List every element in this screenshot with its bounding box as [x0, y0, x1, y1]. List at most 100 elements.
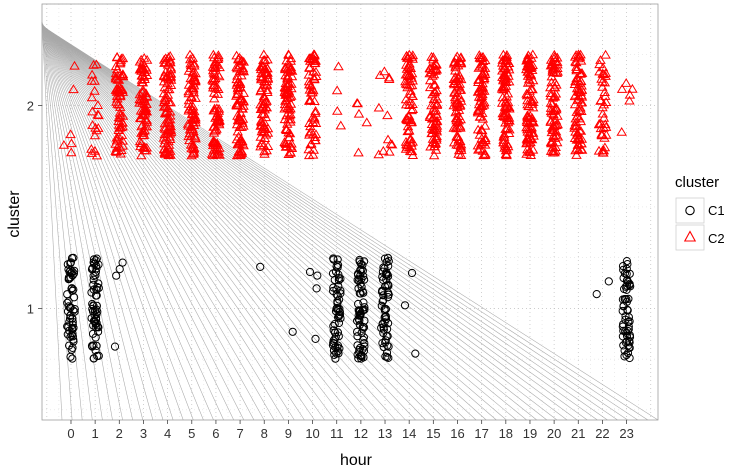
point-c2: [304, 79, 315, 89]
point-c2: [232, 110, 243, 120]
point-c2: [92, 100, 104, 109]
point-c2: [401, 63, 413, 73]
point-c1: [94, 279, 103, 288]
point-c2: [551, 137, 563, 147]
point-c2: [232, 81, 244, 91]
point-c2: [597, 82, 608, 91]
point-c2: [575, 75, 587, 85]
point-c2: [504, 64, 515, 74]
point-c2: [402, 121, 414, 131]
point-c2: [162, 114, 173, 124]
point-c1: [89, 341, 98, 350]
point-c2: [546, 122, 558, 132]
point-c1: [356, 266, 365, 275]
point-c1: [92, 341, 101, 350]
point-c2: [111, 64, 123, 74]
point-c2: [307, 149, 319, 159]
point-c2: [429, 125, 440, 134]
point-c2: [209, 93, 220, 103]
point-c2: [521, 55, 532, 65]
point-c2: [161, 92, 173, 102]
point-c1: [63, 322, 72, 331]
point-c2: [600, 49, 611, 59]
point-c2: [140, 62, 152, 72]
point-c1: [623, 281, 632, 290]
point-c1: [355, 320, 364, 329]
point-c1: [329, 326, 338, 335]
point-c2: [405, 70, 417, 80]
point-c2: [259, 117, 270, 127]
point-c2: [405, 85, 416, 95]
point-c2: [161, 106, 173, 115]
point-c1: [311, 334, 320, 343]
point-c2: [255, 104, 267, 113]
point-c2: [596, 128, 607, 138]
y-tick-label: 1: [27, 301, 34, 316]
point-c2: [262, 123, 274, 133]
point-c2: [401, 113, 412, 123]
point-c2: [382, 134, 394, 144]
point-c2: [500, 55, 511, 65]
x-tick-label: 8: [261, 426, 268, 441]
point-c2: [545, 146, 557, 155]
legend-title: cluster: [675, 174, 719, 191]
fan-line: [41, 25, 649, 421]
point-c1: [354, 315, 363, 324]
fan-line: [41, 23, 376, 421]
point-c2: [117, 53, 129, 63]
point-c2: [480, 133, 491, 142]
point-c2: [189, 58, 200, 68]
point-c2: [425, 63, 436, 73]
point-c2: [303, 69, 315, 79]
point-c2: [285, 55, 296, 65]
point-c2: [573, 49, 584, 59]
point-c2: [237, 118, 248, 127]
point-c2: [597, 108, 609, 118]
point-c1: [407, 268, 417, 278]
point-c1: [353, 276, 362, 285]
point-c2: [475, 88, 487, 97]
point-c2: [86, 92, 98, 102]
fan-line: [41, 22, 133, 421]
point-c1: [382, 352, 391, 362]
point-c2: [526, 96, 537, 105]
point-c1: [359, 333, 368, 342]
x-tick-label: 16: [450, 426, 464, 441]
point-c2: [406, 72, 417, 82]
point-c2: [352, 98, 363, 108]
fan-line: [41, 24, 447, 421]
point-c2: [110, 85, 122, 94]
point-c1: [359, 298, 368, 307]
point-c2: [89, 145, 101, 155]
point-c2: [280, 95, 291, 105]
point-c2: [523, 146, 535, 156]
point-c2: [383, 72, 395, 82]
point-c2: [548, 92, 559, 101]
point-c1: [328, 341, 338, 350]
point-c2: [571, 121, 582, 131]
point-c2: [522, 124, 533, 134]
fan-line: [41, 22, 103, 421]
point-c2: [595, 55, 606, 64]
point-c2: [160, 71, 172, 81]
point-c2: [624, 95, 635, 105]
point-c1: [66, 352, 75, 361]
point-c2: [256, 60, 268, 70]
point-c2: [545, 103, 557, 112]
fan-line: [41, 23, 366, 421]
point-c2: [259, 133, 271, 142]
point-c1: [68, 354, 77, 363]
point-c2: [158, 76, 170, 86]
point-c1: [618, 306, 627, 316]
fan-line: [41, 25, 558, 421]
point-c1: [110, 342, 120, 351]
point-c1: [625, 336, 634, 345]
point-c2: [500, 124, 511, 133]
point-c2: [400, 99, 412, 109]
point-c2: [159, 129, 170, 139]
fan-line: [41, 22, 144, 421]
x-tick-label: 6: [212, 426, 219, 441]
point-c2: [232, 85, 244, 95]
point-c2: [597, 76, 608, 86]
point-c1: [377, 301, 386, 310]
